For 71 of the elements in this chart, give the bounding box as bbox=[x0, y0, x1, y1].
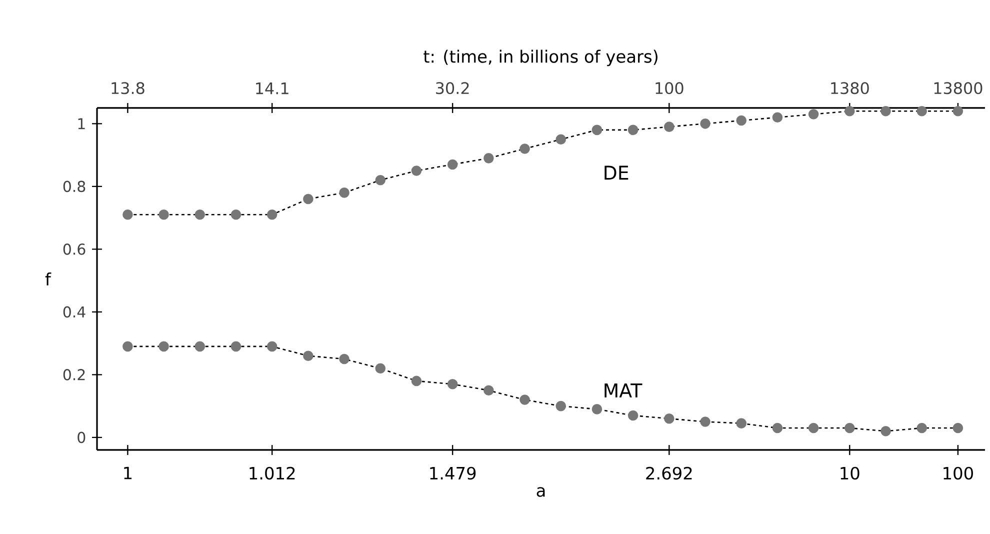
point bbox=[880, 106, 891, 116]
series-label: MAT bbox=[604, 384, 642, 398]
point bbox=[952, 106, 964, 116]
point bbox=[375, 175, 386, 186]
point bbox=[592, 124, 602, 136]
point bbox=[520, 144, 530, 154]
point bbox=[411, 376, 422, 386]
point bbox=[700, 416, 710, 427]
point bbox=[952, 422, 964, 434]
y-tick-label: 0.6 bbox=[63, 244, 86, 255]
point bbox=[664, 122, 674, 132]
annotation: 100 bbox=[656, 82, 684, 94]
point bbox=[916, 422, 927, 434]
point bbox=[592, 404, 602, 414]
point bbox=[122, 210, 133, 220]
y-tick-label: 0 bbox=[78, 432, 86, 444]
y-axis-title: f bbox=[45, 272, 52, 286]
point bbox=[447, 378, 458, 390]
y-tick-label: 1 bbox=[78, 118, 85, 130]
point bbox=[230, 341, 242, 352]
point bbox=[266, 341, 278, 352]
x-tick-label: 1 bbox=[124, 466, 132, 480]
point bbox=[266, 210, 278, 220]
point bbox=[700, 118, 710, 129]
point bbox=[339, 354, 350, 364]
point bbox=[158, 210, 169, 220]
point bbox=[194, 341, 206, 352]
point bbox=[628, 124, 638, 136]
point bbox=[628, 410, 638, 421]
point bbox=[664, 413, 674, 424]
y-tick-label: 0.8 bbox=[63, 180, 86, 192]
point bbox=[411, 166, 422, 176]
y-tick-label: 0.2 bbox=[63, 369, 85, 380]
point bbox=[303, 350, 314, 362]
x-axis-title: a bbox=[536, 487, 545, 497]
x-tick-label: 1.012 bbox=[250, 466, 295, 480]
point bbox=[772, 112, 783, 123]
point bbox=[772, 422, 783, 434]
point bbox=[556, 134, 566, 145]
point bbox=[808, 109, 819, 120]
point bbox=[736, 418, 746, 428]
point bbox=[520, 394, 530, 405]
point bbox=[556, 400, 566, 412]
point bbox=[339, 188, 350, 198]
x-tick-label: 10 bbox=[840, 466, 860, 480]
point bbox=[880, 426, 891, 436]
point bbox=[736, 115, 746, 126]
x2-axis-title: t: (time, in billions of years) bbox=[424, 50, 658, 66]
x-tick-label: 1.479 bbox=[430, 466, 476, 480]
y-tick-label: 0.4 bbox=[63, 306, 86, 318]
point bbox=[158, 341, 169, 352]
point bbox=[447, 159, 458, 170]
point bbox=[375, 363, 386, 374]
point bbox=[844, 106, 855, 116]
annotation: 30.2 bbox=[436, 82, 469, 94]
point bbox=[230, 210, 242, 220]
series-label: DE bbox=[604, 166, 628, 180]
annotation: 1380 bbox=[831, 82, 869, 94]
annotation: 13.8 bbox=[112, 82, 144, 94]
annotation: 14.1 bbox=[256, 82, 288, 94]
point bbox=[484, 385, 494, 396]
x-tick-label: 100 bbox=[944, 466, 973, 480]
x-tick-label: 2.692 bbox=[646, 466, 692, 480]
point bbox=[303, 194, 314, 204]
point bbox=[484, 153, 494, 164]
point bbox=[844, 422, 855, 434]
point bbox=[808, 422, 819, 434]
annotation: 13800 bbox=[934, 82, 982, 94]
point bbox=[122, 341, 133, 352]
point bbox=[916, 106, 927, 116]
point bbox=[194, 210, 206, 220]
